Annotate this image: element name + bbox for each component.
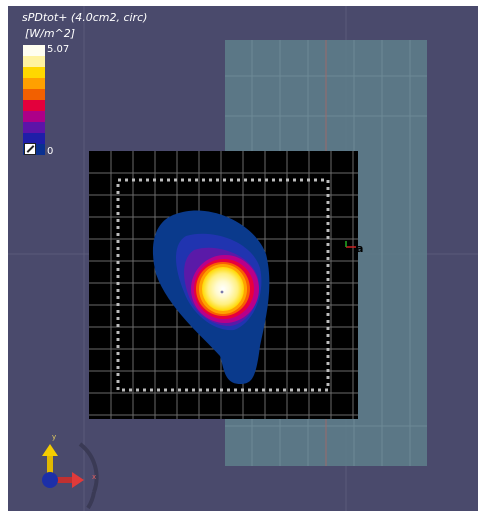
legend-color-segment <box>23 67 45 78</box>
power-density-hotspot <box>152 210 270 384</box>
scene-canvas[interactable] <box>8 6 478 511</box>
legend-color-segment <box>23 78 45 89</box>
averaging-area-outline <box>116 178 330 392</box>
legend-max-value: 5.07 <box>47 44 70 55</box>
legend-unit: [W/m^2] <box>25 27 76 40</box>
y-axis-label: y <box>52 433 57 441</box>
legend-color-segment <box>23 122 45 133</box>
3d-viewport[interactable]: sPDtot+ (4.0cm2, circ) [W/m^2] 5.07 0 a … <box>8 6 478 511</box>
probe-marker-label: a <box>356 242 364 255</box>
legend-color-segment <box>23 56 45 67</box>
legend-color-segment <box>23 133 45 144</box>
legend-toggle-icon[interactable] <box>24 143 36 155</box>
legend-color-segment <box>23 45 45 56</box>
legend-color-segment <box>23 100 45 111</box>
probe-marker <box>345 241 356 248</box>
legend-min-value: 0 <box>47 146 54 157</box>
legend-color-segment <box>23 111 45 122</box>
legend-colorbar <box>23 45 45 155</box>
x-axis-label: x <box>92 473 97 481</box>
legend-color-segment <box>23 89 45 100</box>
legend-title: sPDtot+ (4.0cm2, circ) <box>22 11 148 24</box>
orientation-gizmo <box>42 442 99 510</box>
